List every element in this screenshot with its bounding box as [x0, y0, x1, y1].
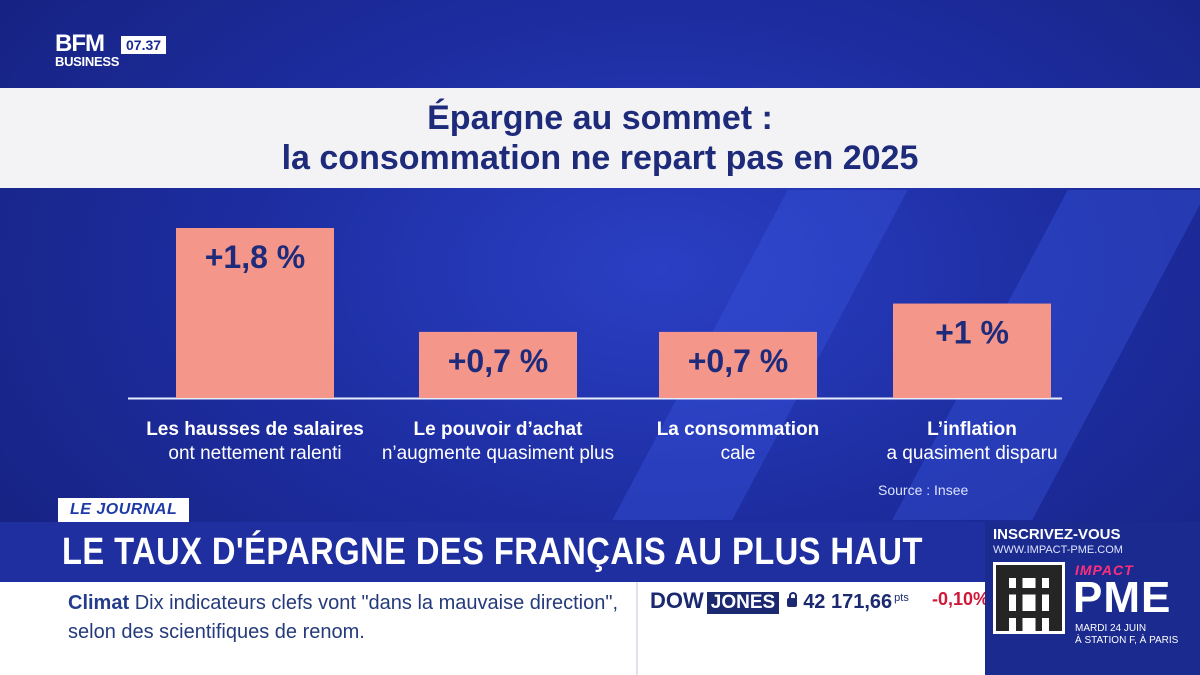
news-text: Dix indicateurs clefs vont "dans la mauv… — [68, 592, 618, 643]
bfm-business-logo: BFM BUSINESS 07.37 — [55, 30, 167, 69]
category-label: Les hausses de salaires — [146, 419, 364, 440]
impact-pme-promo: INSCRIVEZ-VOUS WWW.IMPACT-PME.COM IMPACT… — [985, 522, 1200, 675]
bar-value-label: +1 % — [935, 315, 1009, 351]
bar-chart: +1,8 % Les hausses de salaires ont netteme… — [128, 228, 1062, 464]
bar — [419, 331, 577, 398]
lock-icon — [787, 592, 798, 607]
chart-source: Source : Insee — [878, 482, 969, 498]
category-label: Le pouvoir d’achat — [414, 419, 584, 440]
news-keyword: Climat — [68, 592, 130, 614]
promo-url: WWW.IMPACT-PME.COM — [993, 544, 1123, 556]
market-name-box: JONES — [706, 592, 780, 614]
promo-title: INSCRIVEZ-VOUS — [993, 526, 1121, 543]
chart-title-line1: Épargne au sommet : — [427, 99, 773, 137]
category-label: La consommation — [657, 419, 820, 440]
program-tag: LE JOURNAL — [58, 498, 190, 522]
category-label: L’inflation — [927, 419, 1017, 440]
market-value: 42 171,66 — [803, 591, 893, 613]
bar — [659, 331, 817, 398]
market-change: -0,10% — [932, 589, 990, 609]
qr-code-icon — [993, 562, 1065, 634]
category-label: cale — [721, 443, 756, 464]
market-name: DOW — [650, 588, 704, 613]
bar — [893, 303, 1051, 398]
market-ticker: DOW JONES 42 171,66 pts — [650, 588, 909, 614]
news-ticker: Climat Dix indicateurs clefs vont "dans … — [68, 589, 633, 647]
category-label: ont nettement ralenti — [168, 443, 341, 464]
promo-brand-top: IMPACT — [1075, 562, 1134, 578]
logo-sub: BUSINESS — [55, 54, 120, 69]
promo-date-line1: MARDI 24 JUIN — [1075, 623, 1147, 634]
bar — [176, 228, 334, 398]
promo-brand-main: PME — [1073, 573, 1172, 622]
category-label: a quasiment disparu — [886, 443, 1057, 464]
clock: 07.37 — [121, 36, 167, 54]
ticker-divider — [636, 582, 638, 675]
ticker-band — [0, 582, 985, 675]
chart-title-band: Épargne au sommet : la consommation ne r… — [0, 88, 1200, 188]
promo-date: MARDI 24 JUIN À STATION F, À PARIS — [1075, 623, 1178, 647]
bar-value-label: +0,7 % — [688, 343, 789, 379]
logo-main: BFM — [55, 30, 105, 57]
headline-band — [0, 522, 985, 582]
category-label: n’augmente quasiment plus — [382, 443, 614, 464]
chart-title-line2: la consommation ne repart pas en 2025 — [281, 139, 919, 177]
bar-value-label: +1,8 % — [205, 239, 306, 275]
headline: LE TAUX D'ÉPARGNE DES FRANÇAIS AU PLUS H… — [62, 531, 923, 573]
market-unit: pts — [894, 592, 909, 604]
bar-value-label: +0,7 % — [448, 343, 549, 379]
promo-date-line2: À STATION F, À PARIS — [1075, 635, 1179, 646]
